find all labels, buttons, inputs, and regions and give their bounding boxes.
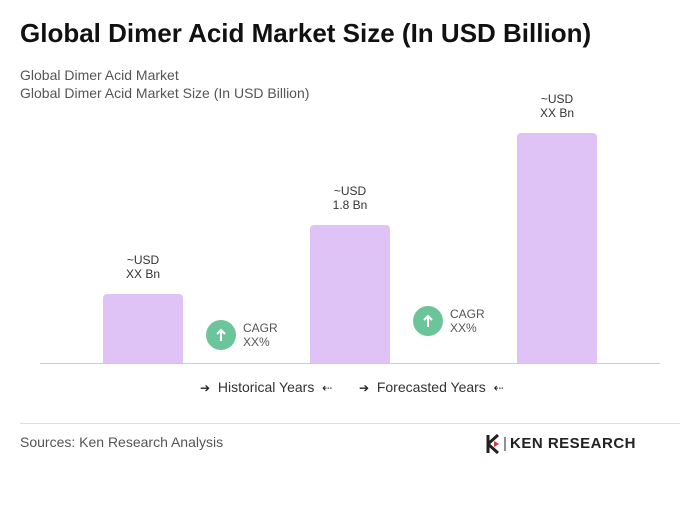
cagr-label: CAGR XX% [450, 307, 485, 335]
up-arrow [216, 328, 226, 341]
baseline [40, 363, 660, 364]
legend-label: Forecasted Years [376, 379, 486, 395]
logo-text: KEN RESEARCH [510, 435, 637, 452]
bar [103, 294, 183, 363]
bar [517, 133, 597, 363]
bar [310, 225, 390, 363]
legend-item: ➔ Historical Years ⇠ [200, 379, 333, 395]
chart-title: Global Dimer Acid Market Size (In USD Bi… [20, 18, 592, 48]
cagr-label: CAGR XX% [243, 321, 278, 349]
value-label: ~USD XX Bn [125, 253, 161, 281]
value-label: ~USD 1.8 Bn [332, 184, 368, 212]
divider [20, 423, 680, 424]
cagr-icon [413, 306, 443, 336]
legend-label: Historical Years [217, 379, 315, 395]
cagr-icon [206, 320, 236, 350]
subtitle: Global Dimer Acid Market [20, 67, 179, 83]
logo-icon [486, 433, 506, 455]
source: Sources: Ken Research Analysis [20, 434, 224, 450]
value-label: ~USD XX Bn [539, 92, 575, 120]
subtitle: Global Dimer Acid Market Size (In USD Bi… [20, 85, 310, 101]
legend-item: ➔ Forecasted Years ⇠ [359, 379, 504, 395]
up-arrow [423, 314, 433, 327]
